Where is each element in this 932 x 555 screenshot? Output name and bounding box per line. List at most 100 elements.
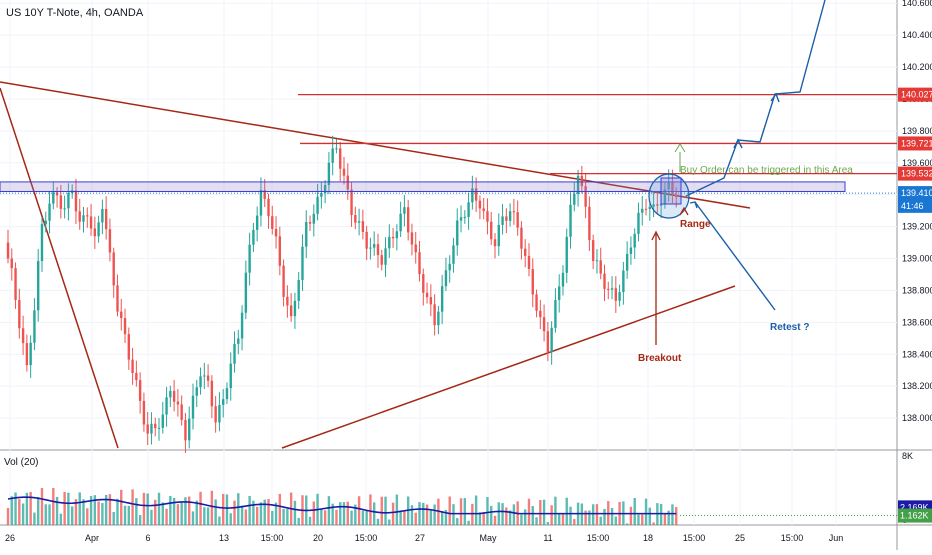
volume-bar — [429, 510, 433, 525]
volume-bar — [554, 496, 557, 525]
volume-bar — [422, 502, 425, 525]
trendlines[interactable] — [0, 81, 751, 449]
volume-bar — [70, 506, 74, 525]
volume-bar — [188, 496, 191, 525]
candle-body — [142, 400, 146, 425]
volume-bar — [48, 504, 51, 525]
candle-body — [508, 211, 512, 221]
candle-body — [584, 186, 587, 207]
price-tag-label: 140.027 — [901, 90, 932, 100]
candle-body — [339, 148, 342, 169]
volume-bar — [331, 503, 334, 525]
price-tick-label: 140.600 — [902, 0, 932, 8]
candle-body — [380, 255, 383, 265]
candle-body — [565, 236, 568, 273]
volume-bar — [101, 503, 104, 525]
volume-bar — [199, 491, 202, 525]
candle-body — [644, 208, 648, 210]
volume-bar — [380, 496, 383, 525]
price-tick-label: 139.200 — [902, 222, 932, 232]
time-axis[interactable]: 26 Apr 6 13 15:00 20 15:00 27 May 11 15:00 18 15:00 2… — [5, 533, 843, 543]
volume-bar — [218, 516, 221, 525]
time-tick-label: 15:00 — [261, 533, 284, 543]
volume-bar — [25, 492, 29, 525]
volume-bar — [44, 504, 47, 525]
candle-body — [448, 263, 451, 271]
candle-body — [244, 272, 248, 313]
candle-body — [437, 311, 440, 326]
candle-body — [199, 376, 202, 388]
candle-body — [388, 236, 391, 249]
volume-bar — [138, 515, 142, 525]
retest-arrow — [694, 201, 776, 311]
volume-bar — [308, 516, 312, 525]
time-tick-label: Jun — [829, 533, 844, 543]
volume-bar — [376, 518, 380, 525]
volume-bar — [55, 496, 59, 525]
candle-body — [308, 222, 312, 224]
volume-bar — [146, 493, 149, 525]
candle-body — [120, 311, 123, 319]
volume-bar — [248, 495, 251, 525]
volume-bar — [399, 511, 402, 525]
range-label: Range — [680, 219, 711, 230]
candle-body — [622, 270, 625, 293]
candle-body — [229, 363, 232, 389]
volume-bar — [384, 496, 387, 525]
candle-body — [406, 207, 410, 233]
volume-bar — [293, 500, 297, 525]
candle-body — [539, 310, 542, 318]
candle-body — [456, 220, 459, 246]
candle-body — [444, 270, 448, 287]
volume-bar — [361, 510, 365, 525]
candle-body — [376, 244, 380, 256]
candle-body — [629, 247, 633, 254]
volume-bar — [214, 499, 217, 525]
candle-body — [191, 395, 195, 419]
price-tick-label: 138.000 — [902, 413, 932, 423]
volume-bar — [524, 509, 527, 525]
candle-body — [169, 390, 172, 398]
volume-tag-label: 1.162K — [900, 511, 929, 521]
candle-body — [486, 211, 489, 222]
arrow-head — [674, 143, 686, 153]
candle-body — [214, 406, 217, 423]
drawings[interactable] — [0, 0, 897, 345]
candle-body — [286, 296, 289, 306]
candle-body — [323, 185, 327, 193]
volume-bar — [37, 496, 40, 525]
volume-bar — [557, 513, 561, 525]
volume-bar — [21, 503, 25, 525]
time-tick-label: May — [479, 533, 497, 543]
candle-body — [195, 387, 198, 396]
time-tick-label: Apr — [85, 533, 99, 543]
candle-body — [391, 236, 395, 239]
candle-body — [221, 399, 225, 405]
volume-bar — [286, 509, 289, 525]
volume-bar — [278, 493, 282, 525]
volume-bar — [629, 506, 633, 525]
candle-body — [44, 220, 47, 225]
candle-body — [172, 390, 176, 402]
volume-bar — [282, 508, 285, 525]
volume-bar — [671, 504, 674, 525]
volume-bar — [259, 502, 263, 525]
volume-bar — [395, 494, 399, 525]
range-box — [660, 177, 682, 205]
volume-bar — [97, 501, 100, 525]
buy-order-label: Buy Order can be triggered in this Area — [680, 165, 853, 176]
price-axis[interactable]: 140.600140.400140.200140.000139.800139.6… — [898, 0, 932, 525]
volume-tag-label: 2.169K — [900, 502, 929, 512]
candle-body — [569, 204, 572, 237]
volume-bar — [354, 504, 357, 525]
volume-bar — [6, 507, 10, 525]
volume-bar — [641, 514, 644, 525]
candle-body — [335, 148, 338, 150]
candle-body — [554, 300, 557, 328]
candle-body — [331, 148, 334, 163]
candle-body — [524, 248, 527, 256]
volume-bar — [588, 510, 591, 525]
volume-bar — [591, 504, 595, 525]
volume-bar — [161, 502, 164, 525]
